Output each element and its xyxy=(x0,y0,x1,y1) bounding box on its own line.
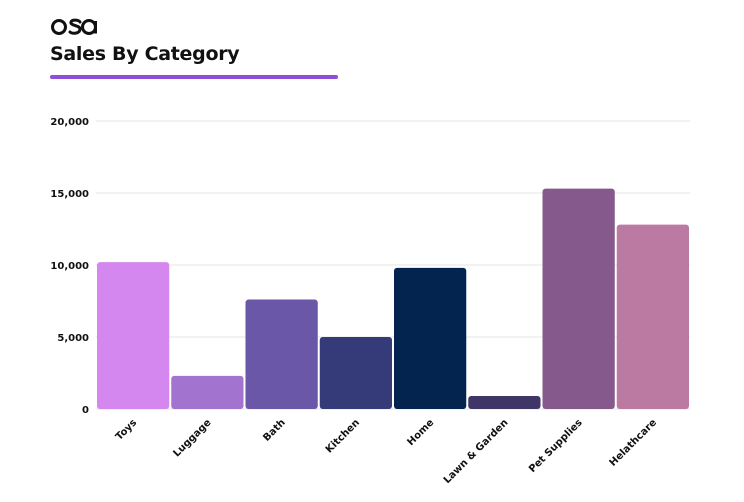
bar-bath xyxy=(245,299,318,409)
y-tick-label: 10,000 xyxy=(50,261,89,272)
y-tick-label: 0 xyxy=(82,405,89,416)
x-tick-label: Lawn & Garden xyxy=(442,417,511,486)
bar-lawn-garden xyxy=(468,396,541,409)
bar-pet-supplies xyxy=(542,188,615,409)
x-tick-label: Luggage xyxy=(171,417,213,459)
bar-home xyxy=(394,267,467,409)
y-tick-label: 5,000 xyxy=(57,333,89,344)
chart-title: Sales By Category xyxy=(50,43,240,65)
bars xyxy=(97,188,689,409)
bar-toys xyxy=(97,262,170,409)
x-tick-label: Toys xyxy=(114,417,139,442)
bar-luggage xyxy=(171,375,244,409)
x-tick-label: Pet Supplies xyxy=(527,417,585,475)
x-tick-label: Helathcare xyxy=(608,417,660,469)
y-tick-label: 15,000 xyxy=(50,189,89,200)
y-tick-label: 20,000 xyxy=(50,117,89,128)
title-underline xyxy=(50,75,338,79)
osa-logo: osa xyxy=(51,18,97,35)
bar-kitchen xyxy=(319,337,392,409)
x-axis-labels: Toys Luggage Bath Kitchen Home Lawn & Garden P… xyxy=(114,417,659,486)
y-axis-ticks: 0 5,000 10,000 15,000 20,000 xyxy=(50,117,89,416)
bar-helathcare xyxy=(616,224,689,409)
x-tick-label: Home xyxy=(406,417,437,448)
x-tick-label: Kitchen xyxy=(324,417,362,455)
x-tick-label: Bath xyxy=(261,417,287,443)
